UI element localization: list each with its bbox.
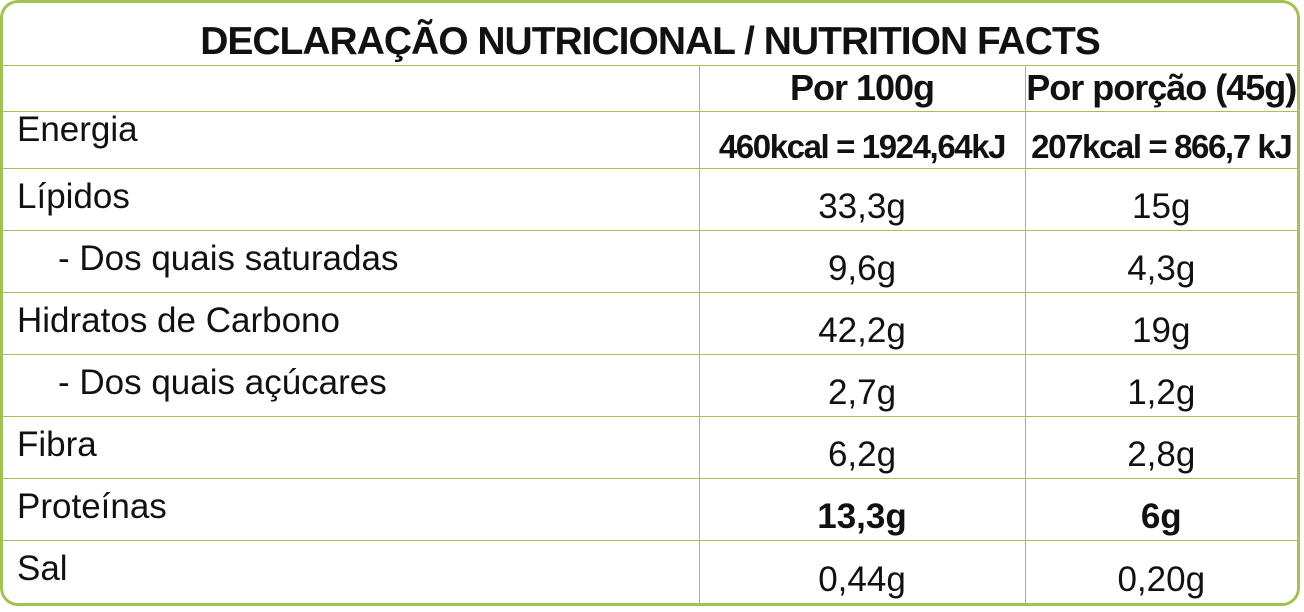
value-per-100g: 6,2g [698, 416, 1026, 480]
value-per-portion: 4,3g [1024, 229, 1297, 293]
value-per-100g: 9,6g [698, 229, 1026, 293]
value-per-portion: 19g [1024, 291, 1297, 356]
title-row: DECLARAÇÃO NUTRICIONAL / NUTRITION FACTS [3, 3, 1297, 66]
nutrition-facts-table: DECLARAÇÃO NUTRICIONAL / NUTRITION FACTS… [3, 3, 1297, 603]
value-per-100g: 33,3g [698, 167, 1026, 231]
table-row-salt: Sal 0,44g 0,20g [3, 540, 1297, 603]
row-label: Hidratos de Carbono [3, 291, 700, 356]
column-header-per-portion: Por porção (45g) [1024, 64, 1297, 112]
row-label: - Dos quais açúcares [3, 354, 700, 418]
column-header-per-100g: Por 100g [698, 64, 1026, 112]
value-per-portion: 2,8g [1024, 416, 1297, 480]
value-per-100g: 2,7g [698, 354, 1026, 418]
table-row-fibre: Fibra 6,2g 2,8g [3, 416, 1297, 480]
row-label: - Dos quais saturadas [3, 229, 700, 293]
table-title: DECLARAÇÃO NUTRICIONAL / NUTRITION FACTS [3, 3, 1297, 66]
row-label: Proteínas [3, 478, 700, 542]
value-per-100g: 460kcal = 1924,64kJ [698, 110, 1026, 169]
table-row-sugars: - Dos quais açúcares 2,7g 1,2g [3, 354, 1297, 418]
row-label: Sal [3, 540, 700, 603]
value-per-portion: 15g [1024, 167, 1297, 231]
value-per-100g: 42,2g [698, 291, 1026, 356]
value-per-portion: 0,20g [1024, 540, 1297, 603]
row-label: Lípidos [3, 167, 700, 231]
value-per-portion: 1,2g [1024, 354, 1297, 418]
value-per-100g: 13,3g [698, 478, 1026, 542]
value-per-100g: 0,44g [698, 540, 1026, 603]
value-per-portion: 6g [1024, 478, 1297, 542]
row-label: Fibra [3, 416, 700, 480]
row-label: Energia [3, 110, 700, 169]
table-row-protein: Proteínas 13,3g 6g [3, 478, 1297, 542]
table-row-lipids: Lípidos 33,3g 15g [3, 167, 1297, 231]
table-row-saturated: - Dos quais saturadas 9,6g 4,3g [3, 229, 1297, 293]
table-row-energy: Energia 460kcal = 1924,64kJ 207kcal = 86… [3, 110, 1297, 169]
column-header-row: Por 100g Por porção (45g) [3, 64, 1297, 112]
value-per-portion: 207kcal = 866,7 kJ [1024, 110, 1297, 169]
header-empty-cell [3, 64, 700, 112]
table-row-carbohydrates: Hidratos de Carbono 42,2g 19g [3, 291, 1297, 356]
